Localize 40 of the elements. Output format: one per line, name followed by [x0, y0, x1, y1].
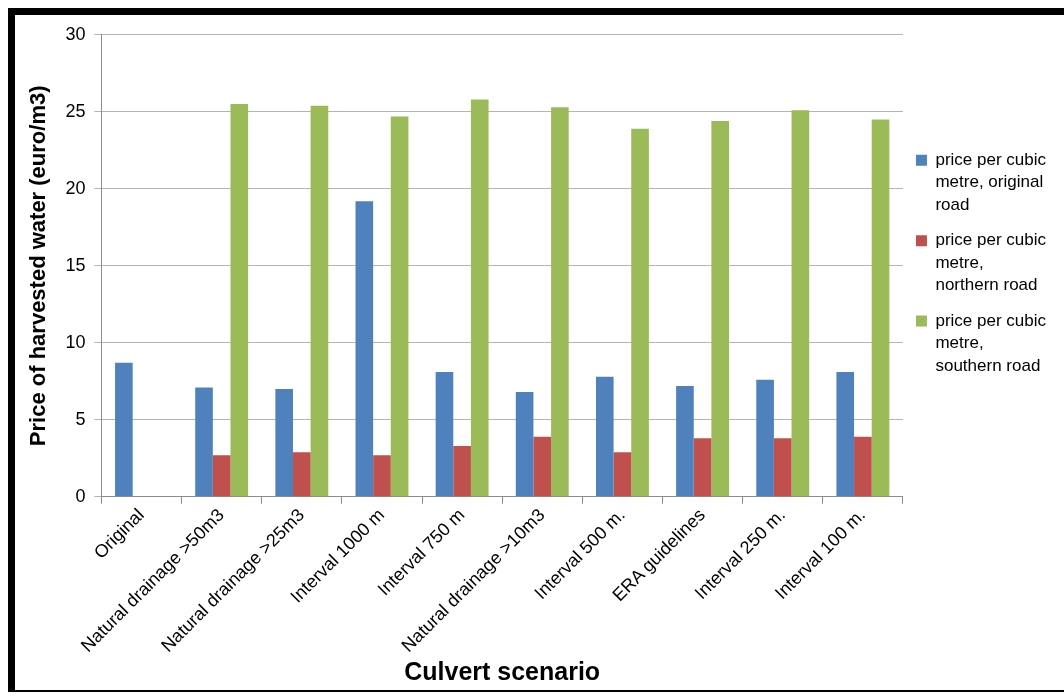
y-tick-label: 25	[65, 100, 86, 121]
bar	[310, 105, 329, 497]
bar	[275, 389, 293, 497]
bar	[693, 438, 712, 497]
bar	[711, 121, 730, 497]
y-tick-label: 30	[65, 23, 86, 44]
bar	[355, 201, 374, 497]
bar	[453, 445, 471, 497]
bar	[212, 455, 231, 497]
y-tick-label: 5	[75, 408, 86, 429]
bar	[390, 116, 409, 497]
y-tick-label: 0	[75, 485, 86, 506]
bar	[373, 455, 391, 497]
bar	[773, 438, 792, 497]
bar	[613, 452, 632, 497]
bar	[551, 107, 569, 497]
bar	[435, 372, 454, 497]
legend-label: price per cubic metre, southern road	[935, 310, 1047, 375]
bar	[292, 452, 311, 497]
bar	[854, 436, 872, 497]
bar	[676, 385, 694, 497]
y-tick-label: 20	[65, 177, 86, 198]
bar	[631, 128, 649, 497]
bar	[115, 362, 133, 497]
bar	[533, 436, 552, 497]
bar	[195, 387, 213, 497]
bar	[871, 119, 890, 497]
bar	[470, 99, 489, 497]
y-tick-label: 15	[65, 254, 86, 275]
bar	[515, 392, 534, 497]
bar	[791, 110, 810, 497]
x-axis-title: Culvert scenario	[404, 656, 601, 685]
legend-label: price per cubic metre, original road	[935, 150, 1047, 214]
bar	[836, 372, 855, 497]
y-tick-label: 10	[65, 331, 86, 352]
bar	[230, 104, 249, 497]
y-axis-title: Price of harvested water (euro/m3)	[25, 85, 51, 447]
legend-label: price per cubic metre, northern road	[935, 230, 1047, 295]
bar	[595, 376, 614, 497]
bar	[756, 379, 774, 497]
